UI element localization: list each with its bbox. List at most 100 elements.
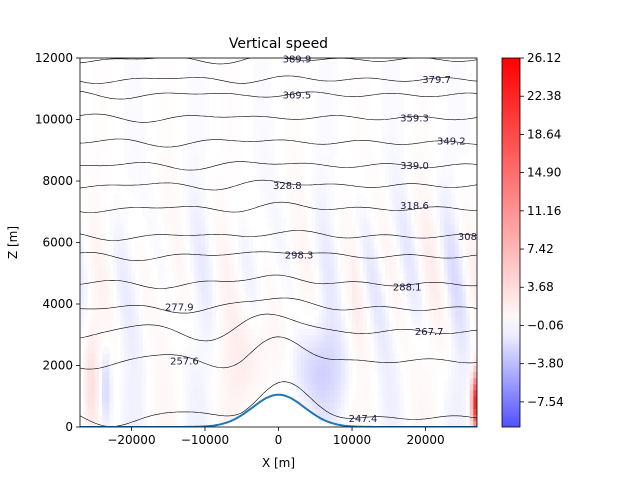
heatmap-cell — [271, 150, 276, 157]
heatmap-cell — [271, 113, 276, 120]
heatmap-cell — [315, 236, 320, 243]
heatmap-cell — [278, 254, 283, 262]
heatmap-cell — [197, 254, 202, 262]
heatmap-cell — [355, 107, 360, 114]
heatmap-cell — [465, 125, 471, 133]
heatmap-cell — [227, 267, 232, 274]
heatmap-cell — [80, 328, 85, 336]
heatmap-cell — [436, 359, 441, 366]
heatmap-cell — [83, 310, 88, 317]
heatmap-cell — [278, 211, 283, 219]
heatmap-cell — [274, 359, 279, 366]
heatmap-cell — [193, 390, 199, 397]
heatmap-cell — [462, 383, 467, 391]
heatmap-cell — [366, 334, 371, 342]
heatmap-cell — [87, 353, 92, 360]
heatmap-cell — [256, 340, 261, 348]
heatmap-cell — [337, 316, 342, 323]
heatmap-cell — [296, 211, 301, 219]
heatmap-cell — [193, 107, 199, 114]
heatmap-cell — [285, 162, 290, 170]
heatmap-cell — [337, 383, 342, 391]
heatmap-cell — [300, 76, 305, 83]
heatmap-cell — [146, 230, 151, 237]
heatmap-cell — [179, 273, 184, 280]
heatmap-cell — [407, 402, 412, 409]
heatmap-cell — [352, 101, 357, 108]
heatmap-cell — [157, 94, 162, 102]
heatmap-cell — [377, 211, 382, 219]
heatmap-cell — [234, 383, 239, 391]
heatmap-cell — [315, 101, 320, 108]
heatmap-cell — [91, 224, 96, 231]
heatmap-cell — [454, 131, 460, 139]
heatmap-cell — [289, 150, 294, 157]
heatmap-cell — [447, 156, 452, 163]
heatmap-cell — [421, 316, 426, 323]
heatmap-cell — [304, 267, 309, 274]
heatmap-cell — [171, 211, 176, 219]
heatmap-cell — [451, 137, 456, 145]
heatmap-cell — [193, 328, 199, 336]
heatmap-cell — [429, 242, 434, 250]
heatmap-cell — [83, 402, 88, 409]
heatmap-cell — [289, 230, 294, 237]
heatmap-cell — [421, 383, 426, 391]
heatmap-cell — [142, 402, 147, 409]
heatmap-cell — [418, 285, 423, 293]
heatmap-cell — [219, 101, 224, 108]
heatmap-cell — [315, 131, 320, 139]
heatmap-cell — [352, 260, 357, 268]
heatmap-cell — [274, 174, 279, 182]
heatmap-cell — [120, 359, 125, 366]
heatmap-cell — [363, 150, 368, 157]
heatmap-cell — [223, 131, 228, 139]
heatmap-cell — [135, 365, 140, 373]
heatmap-cell — [454, 347, 460, 354]
heatmap-cell — [440, 248, 445, 256]
heatmap-cell — [124, 230, 129, 237]
heatmap-cell — [120, 273, 125, 280]
heatmap-cell — [425, 414, 430, 422]
heatmap-cell — [410, 371, 415, 379]
heatmap-cell — [186, 347, 191, 354]
heatmap-cell — [318, 304, 324, 311]
heatmap-cell — [245, 322, 250, 329]
heatmap-cell — [94, 168, 99, 176]
heatmap-cell — [418, 224, 423, 231]
heatmap-cell — [447, 365, 452, 373]
heatmap-cell — [157, 64, 162, 71]
heatmap-cell — [318, 70, 324, 77]
heatmap-cell — [425, 88, 430, 96]
heatmap-cell — [396, 236, 401, 243]
heatmap-cell — [153, 310, 158, 317]
heatmap-cell — [230, 402, 235, 409]
heatmap-cell — [201, 365, 206, 373]
heatmap-cell — [80, 242, 85, 250]
heatmap-cell — [182, 174, 188, 182]
heatmap-cell — [193, 70, 199, 77]
heatmap-cell — [131, 408, 136, 416]
heatmap-cell — [109, 205, 114, 213]
heatmap-cell — [359, 107, 364, 114]
heatmap-cell — [311, 402, 316, 409]
heatmap-cell — [465, 310, 471, 317]
heatmap-cell — [340, 310, 346, 317]
heatmap-cell — [289, 144, 294, 151]
heatmap-cell — [462, 291, 467, 299]
heatmap-cell — [153, 224, 158, 231]
heatmap-cell — [230, 334, 235, 342]
heatmap-cell — [193, 168, 199, 176]
heatmap-cell — [348, 211, 353, 219]
heatmap-cell — [234, 316, 239, 323]
heatmap-cell — [326, 137, 331, 145]
heatmap-cell — [201, 297, 206, 305]
contour-labels: 247.4257.6267.7277.9288.1298.3308318.632… — [165, 54, 477, 424]
heatmap-cell — [385, 107, 390, 114]
heatmap-cell — [410, 359, 415, 366]
heatmap-cell — [94, 353, 99, 360]
heatmap-cell — [363, 297, 368, 305]
heatmap-cell — [418, 76, 423, 83]
heatmap-cell — [260, 119, 265, 127]
heatmap-cell — [447, 193, 452, 200]
